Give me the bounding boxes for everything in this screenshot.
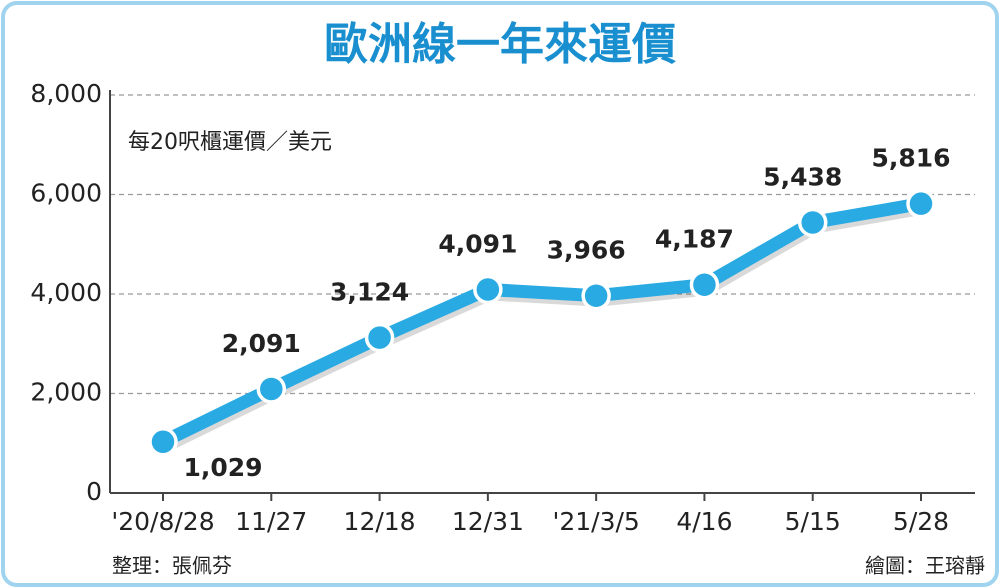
line bbox=[160, 197, 923, 448]
value-label: 5,816 bbox=[871, 144, 950, 173]
x-tick-label: 12/18 bbox=[344, 507, 416, 536]
value-label: 2,091 bbox=[222, 329, 301, 358]
y-tick-label: 6,000 bbox=[30, 179, 102, 208]
x-tick-label: '21/3/5 bbox=[552, 507, 639, 536]
point bbox=[797, 207, 828, 238]
x-tick-label: 4/16 bbox=[676, 507, 732, 536]
source: 整理：張佩芬 bbox=[112, 554, 232, 578]
x-tick-label: 12/31 bbox=[452, 507, 524, 536]
point bbox=[364, 322, 395, 353]
value-label: 4,187 bbox=[655, 225, 734, 254]
y-tick-label: 0 bbox=[86, 477, 102, 506]
chart-title: 歐洲線一年來運價 bbox=[324, 19, 676, 70]
y-tick-label: 8,000 bbox=[30, 79, 102, 108]
x-tick-label: 5/28 bbox=[893, 507, 949, 536]
y-tick-label: 4,000 bbox=[30, 278, 102, 307]
subtitle: 每20呎櫃運價／美元 bbox=[128, 130, 332, 155]
point bbox=[689, 269, 720, 300]
value-label: 3,124 bbox=[330, 278, 409, 307]
value-label: 5,438 bbox=[763, 162, 842, 191]
x-tick-label: 5/15 bbox=[785, 507, 841, 536]
value-label: 3,966 bbox=[547, 236, 626, 265]
credit: 繪圖：王瑢靜 bbox=[865, 554, 985, 578]
value-label: 4,091 bbox=[438, 229, 517, 258]
x-tick-label: 11/27 bbox=[235, 507, 307, 536]
y-tick-label: 2,000 bbox=[30, 378, 102, 407]
point bbox=[256, 374, 287, 404]
point bbox=[906, 188, 936, 219]
point bbox=[148, 427, 178, 457]
value-label: 1,029 bbox=[183, 453, 262, 482]
point bbox=[581, 280, 611, 311]
x-tick-label: '20/8/28 bbox=[111, 507, 214, 536]
point bbox=[473, 274, 503, 305]
